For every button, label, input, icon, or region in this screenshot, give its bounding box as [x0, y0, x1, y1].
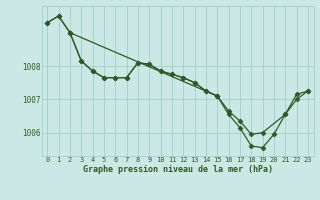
X-axis label: Graphe pression niveau de la mer (hPa): Graphe pression niveau de la mer (hPa)	[83, 165, 273, 174]
